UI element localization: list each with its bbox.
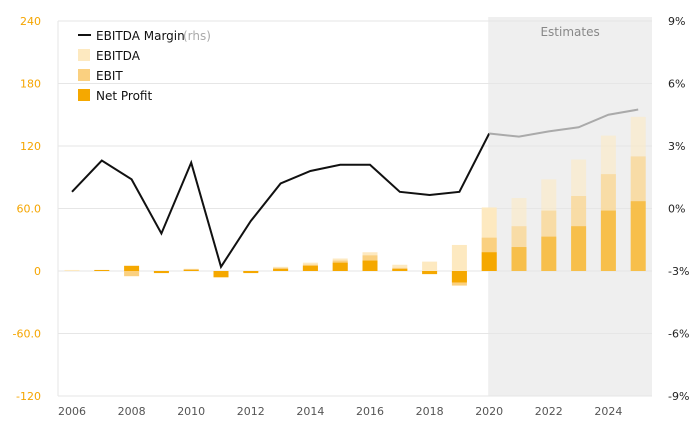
ebitda-margin-line-actual <box>71 133 491 270</box>
bar-net-profit <box>153 271 169 274</box>
legend-label-ebitda: EBITDA <box>96 49 141 63</box>
bar-ebit <box>183 268 199 271</box>
x-tick-label: 2014 <box>296 405 324 418</box>
x-tick-label: 2012 <box>237 405 265 418</box>
legend-swatch-ebitda <box>78 49 90 61</box>
legend-label-rhs: (rhs) <box>183 29 211 43</box>
x-tick-label: 2024 <box>594 405 622 418</box>
bar-ebit <box>124 271 140 277</box>
bar-net-profit <box>422 271 438 275</box>
bar-net-profit <box>183 269 199 271</box>
y-axis-left: 240 180 120 60.0 0 -60.0 -120 <box>13 15 41 403</box>
y-left-tick-label: -60.0 <box>13 328 41 341</box>
y-right-tick-label: -6% <box>668 328 689 341</box>
legend-label-net-profit: Net Profit <box>96 89 152 103</box>
bar-net-profit <box>124 265 140 271</box>
y-right-tick-label: 6% <box>668 78 685 91</box>
y-left-tick-label: -120 <box>16 390 41 403</box>
bars <box>64 116 646 286</box>
x-tick-label: 2016 <box>356 405 384 418</box>
y-left-tick-label: 180 <box>20 78 41 91</box>
bar-net-profit <box>392 268 408 271</box>
bar-net-profit <box>94 269 110 271</box>
x-tick-label: 2018 <box>416 405 444 418</box>
bar-net-profit <box>362 260 378 271</box>
y-left-tick-label: 0 <box>34 265 41 278</box>
y-right-tick-label: 3% <box>668 140 685 153</box>
bar-net-profit <box>332 262 348 271</box>
x-tick-label: 2006 <box>58 405 86 418</box>
y-left-tick-label: 240 <box>20 15 41 28</box>
y-left-tick-label: 120 <box>20 140 41 153</box>
legend-label-ebit: EBIT <box>96 69 123 83</box>
y-right-tick-label: -9% <box>668 390 689 403</box>
bar-net-profit <box>600 210 616 271</box>
bar-net-profit <box>273 268 289 271</box>
bar-net-profit <box>451 271 467 283</box>
x-tick-label: 2010 <box>177 405 205 418</box>
y-right-tick-label: -3% <box>668 265 689 278</box>
legend-swatch-net-profit <box>78 89 90 101</box>
bar-net-profit <box>541 236 557 271</box>
legend-swatch-ebit <box>78 69 90 81</box>
x-tick-label: 2008 <box>118 405 146 418</box>
x-axis: 2006 2008 2010 2012 2014 2016 2018 2020 2022 2024 <box>58 405 622 418</box>
bar-net-profit <box>571 226 587 271</box>
y-axis-right: 9% 6% 3% 0% -3% -6% -9% <box>668 15 689 403</box>
bar-net-profit <box>630 201 646 271</box>
y-left-tick-label: 60.0 <box>17 203 42 216</box>
bar-ebitda <box>64 269 80 271</box>
y-right-tick-label: 0% <box>668 203 685 216</box>
bar-ebitda <box>422 261 438 271</box>
ebitda-margin-line-estimate <box>489 108 639 138</box>
legend: EBITDA Margin(rhs) EBITDA EBIT Net Profit <box>78 29 211 103</box>
bar-ebitda <box>451 244 467 271</box>
bar-net-profit <box>243 271 259 274</box>
y-right-tick-label: 9% <box>668 15 685 28</box>
ebitda-margin-line <box>71 108 639 270</box>
bar-net-profit <box>511 247 527 271</box>
grid-lines <box>57 20 652 397</box>
bar-net-profit <box>302 265 318 271</box>
estimates-label: Estimates <box>540 25 599 39</box>
legend-label-ebitda-margin: EBITDA Margin <box>96 29 185 43</box>
bar-net-profit <box>213 271 229 278</box>
bar-net-profit <box>481 252 497 271</box>
x-tick-label: 2020 <box>475 405 503 418</box>
x-tick-label: 2022 <box>535 405 563 418</box>
